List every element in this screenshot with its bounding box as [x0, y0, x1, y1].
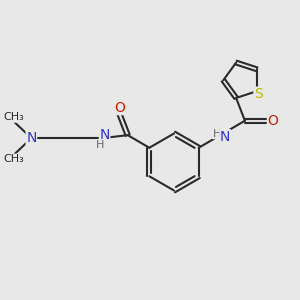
- Text: H: H: [212, 129, 221, 139]
- Text: N: N: [220, 130, 230, 144]
- Text: CH₃: CH₃: [3, 112, 24, 122]
- Text: CH₃: CH₃: [3, 154, 24, 164]
- Text: S: S: [254, 87, 263, 101]
- Text: N: N: [26, 131, 37, 145]
- Text: H: H: [96, 140, 104, 150]
- Text: O: O: [268, 114, 278, 128]
- Text: O: O: [114, 100, 125, 115]
- Text: N: N: [99, 128, 110, 142]
